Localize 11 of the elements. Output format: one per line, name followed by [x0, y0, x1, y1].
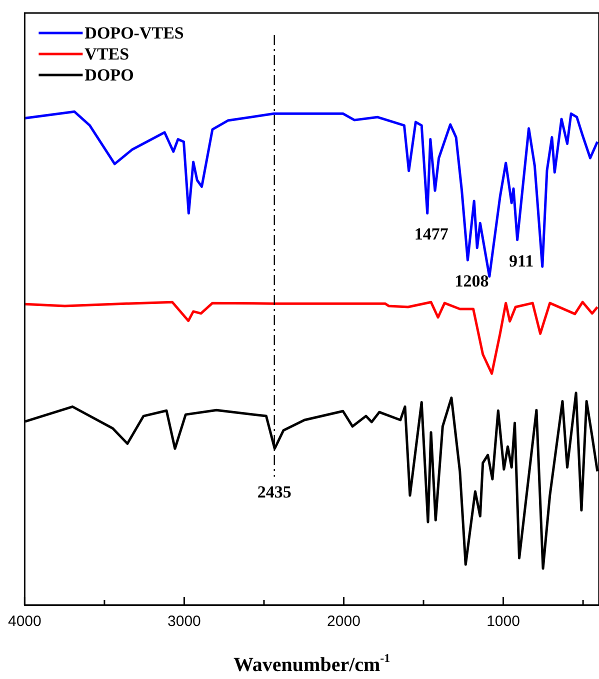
legend-label: DOPO-VTES [84, 23, 184, 42]
x-tick-label: 3000 [168, 613, 201, 630]
annotation: 911 [509, 251, 534, 270]
legend-label: DOPO [84, 65, 134, 84]
x-tick-label: 2000 [327, 613, 360, 630]
x-tick-label: 1000 [486, 613, 520, 630]
ref-line-label: 2435 [257, 482, 292, 502]
annotation: 1208 [454, 272, 489, 291]
legend-label: VTES [84, 44, 130, 64]
annotation: 1477 [414, 224, 449, 244]
x-tick-label: 4000 [8, 613, 42, 630]
